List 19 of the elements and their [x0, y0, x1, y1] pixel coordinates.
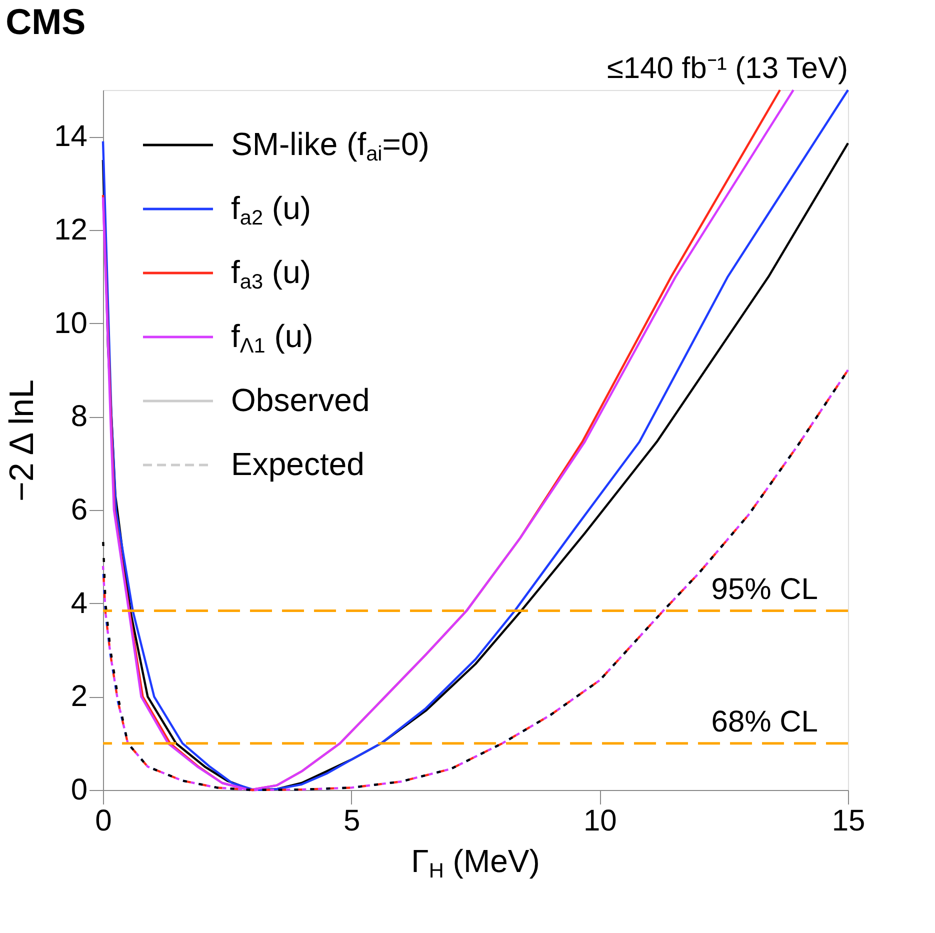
- y-tick-label: 12: [54, 214, 88, 246]
- legend-label: Expected: [231, 446, 364, 482]
- y-tick-label: 4: [70, 586, 88, 620]
- x-tick-label: 10: [583, 804, 617, 838]
- y-tick-label: 2: [70, 680, 88, 714]
- ref-line-label: 68% CL: [711, 705, 818, 738]
- chart-title: CMS: [6, 1, 86, 42]
- y-axis-title: −2 Δ lnL: [3, 380, 42, 502]
- y-tick-label: 0: [70, 774, 88, 806]
- x-tick-label: 0: [95, 804, 112, 838]
- chart-subtitle: ≤140 fb⁻¹ (13 TeV): [606, 52, 848, 85]
- y-tick-label: 10: [54, 306, 88, 340]
- ref-line-label: 95% CL: [711, 572, 818, 606]
- x-tick-label: 5: [343, 804, 360, 838]
- x-tick-label: 15: [832, 804, 866, 838]
- legend-label: Observed: [231, 382, 370, 418]
- y-tick-label: 6: [70, 494, 88, 526]
- y-tick-label: 14: [54, 120, 88, 154]
- y-tick-label: 8: [70, 400, 88, 434]
